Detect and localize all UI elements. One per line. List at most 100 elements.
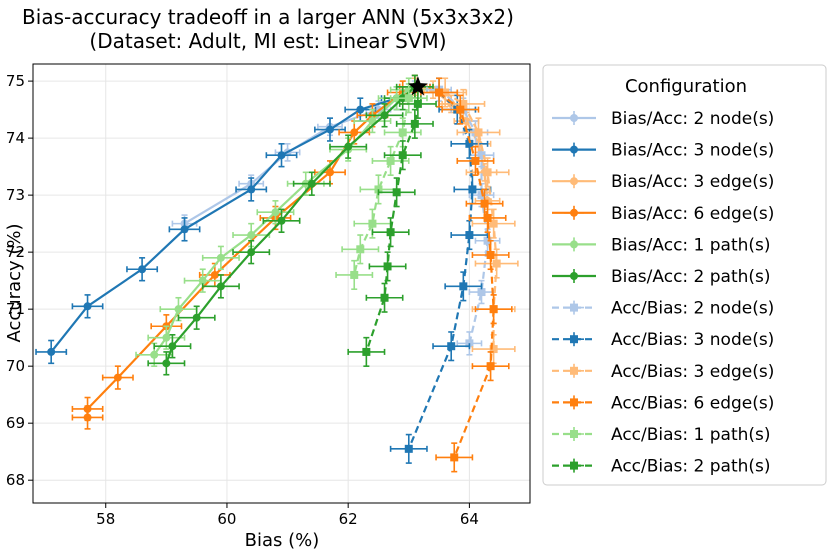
data-point [216,253,225,262]
data-point [247,248,256,257]
data-point [174,305,183,314]
data-point [398,151,407,160]
data-point [277,151,286,160]
chart-subtitle: (Dataset: Adult, MI est: Linear SVM) [89,29,446,53]
plot-frame [32,63,531,504]
legend-label: Acc/Bias: 3 node(s) [611,330,774,350]
series-11 [347,88,437,367]
data-point [447,342,456,351]
x-tick-label: 64 [460,510,479,528]
data-point [380,293,389,302]
y-axis-label: Accuracy (%) [4,223,25,342]
legend-title: Configuration [625,76,747,97]
data-point [477,191,486,200]
data-point [368,219,377,228]
legend-marker [570,208,578,217]
legend-entry: Acc/Bias: 2 node(s) [552,299,774,319]
legend-entry: Bias/Acc: 1 path(s) [552,235,771,255]
x-tick-label: 62 [339,510,358,528]
data-point [356,105,365,114]
data-point [471,156,480,165]
legend-entry: Bias/Acc: 3 node(s) [552,141,774,161]
legend-label: Acc/Bias: 1 path(s) [611,425,771,445]
data-point [465,231,474,240]
data-point [477,288,486,297]
legend-marker [570,177,578,186]
y-tick-label: 75 [6,72,25,90]
legend-label: Bias/Acc: 6 edge(s) [611,204,774,224]
data-point [216,282,225,291]
data-point [168,342,177,351]
data-point [459,282,468,291]
series-9 [420,77,513,473]
legend: Configuration Bias/Acc: 2 node(s) Bias/Ac… [542,64,827,486]
y-tick-label: 70 [6,357,25,375]
data-point [456,105,465,114]
legend-marker [570,145,578,154]
data-point [307,179,316,188]
y-tick-label: 69 [6,414,25,432]
series-line [407,91,474,450]
data-point [483,168,492,177]
legend-label: Bias/Acc: 2 node(s) [611,109,774,129]
legend-marker [570,398,578,407]
data-point [489,219,498,228]
data-point [162,333,171,342]
data-point [350,270,359,279]
data-point [465,139,474,148]
data-point [392,188,401,197]
legend-marker [570,114,578,122]
legend-entry: Bias/Acc: 3 edge(s) [552,172,774,192]
data-point [459,99,468,108]
x-tick-label: 60 [217,510,236,528]
legend-label: Bias/Acc: 1 path(s) [611,235,771,255]
series-10 [335,83,428,291]
x-axis-label: Bias (%) [245,530,320,551]
legend-marker [570,461,578,470]
data-point [383,262,392,271]
data-point [474,128,483,137]
legend-label: Acc/Bias: 2 node(s) [611,299,774,319]
data-point [462,117,471,126]
data-point [113,373,122,382]
star-marker [407,76,429,96]
data-point [398,128,407,137]
data-point [468,185,477,194]
series-line [50,85,416,353]
data-point [162,359,171,368]
series-7 [389,77,492,464]
y-tick-label: 72 [6,243,25,261]
data-point [413,99,422,108]
data-point [492,259,501,268]
data-point [325,168,334,177]
data-point [483,236,492,245]
data-point [198,276,207,285]
legend-label: Acc/Bias: 6 edge(s) [611,393,774,413]
x-tick-label: 58 [96,510,115,528]
legend-entry: Acc/Bias: 6 edge(s) [552,393,774,413]
legend-label: Acc/Bias: 2 path(s) [611,457,771,477]
data-point [486,362,495,371]
data-point [150,350,159,359]
data-point [450,453,459,462]
data-point [247,231,256,240]
data-point [483,213,492,222]
gridlines [33,64,530,503]
data-point [480,199,489,208]
data-point [325,125,334,134]
legend-entry: Acc/Bias: 1 path(s) [552,425,771,445]
legend-marker [570,335,578,344]
legend-label: Bias/Acc: 2 path(s) [611,267,771,287]
legend-label: Acc/Bias: 3 edge(s) [611,362,774,382]
data-point [344,142,353,151]
data-point [380,111,389,120]
data-point [477,151,486,160]
data-point [138,265,147,274]
legend-marker [570,240,578,249]
data-point [350,128,359,137]
legend-marker [570,303,578,312]
data-point [47,347,56,356]
y-tick-label: 74 [6,129,25,147]
legend-marker [570,430,578,438]
